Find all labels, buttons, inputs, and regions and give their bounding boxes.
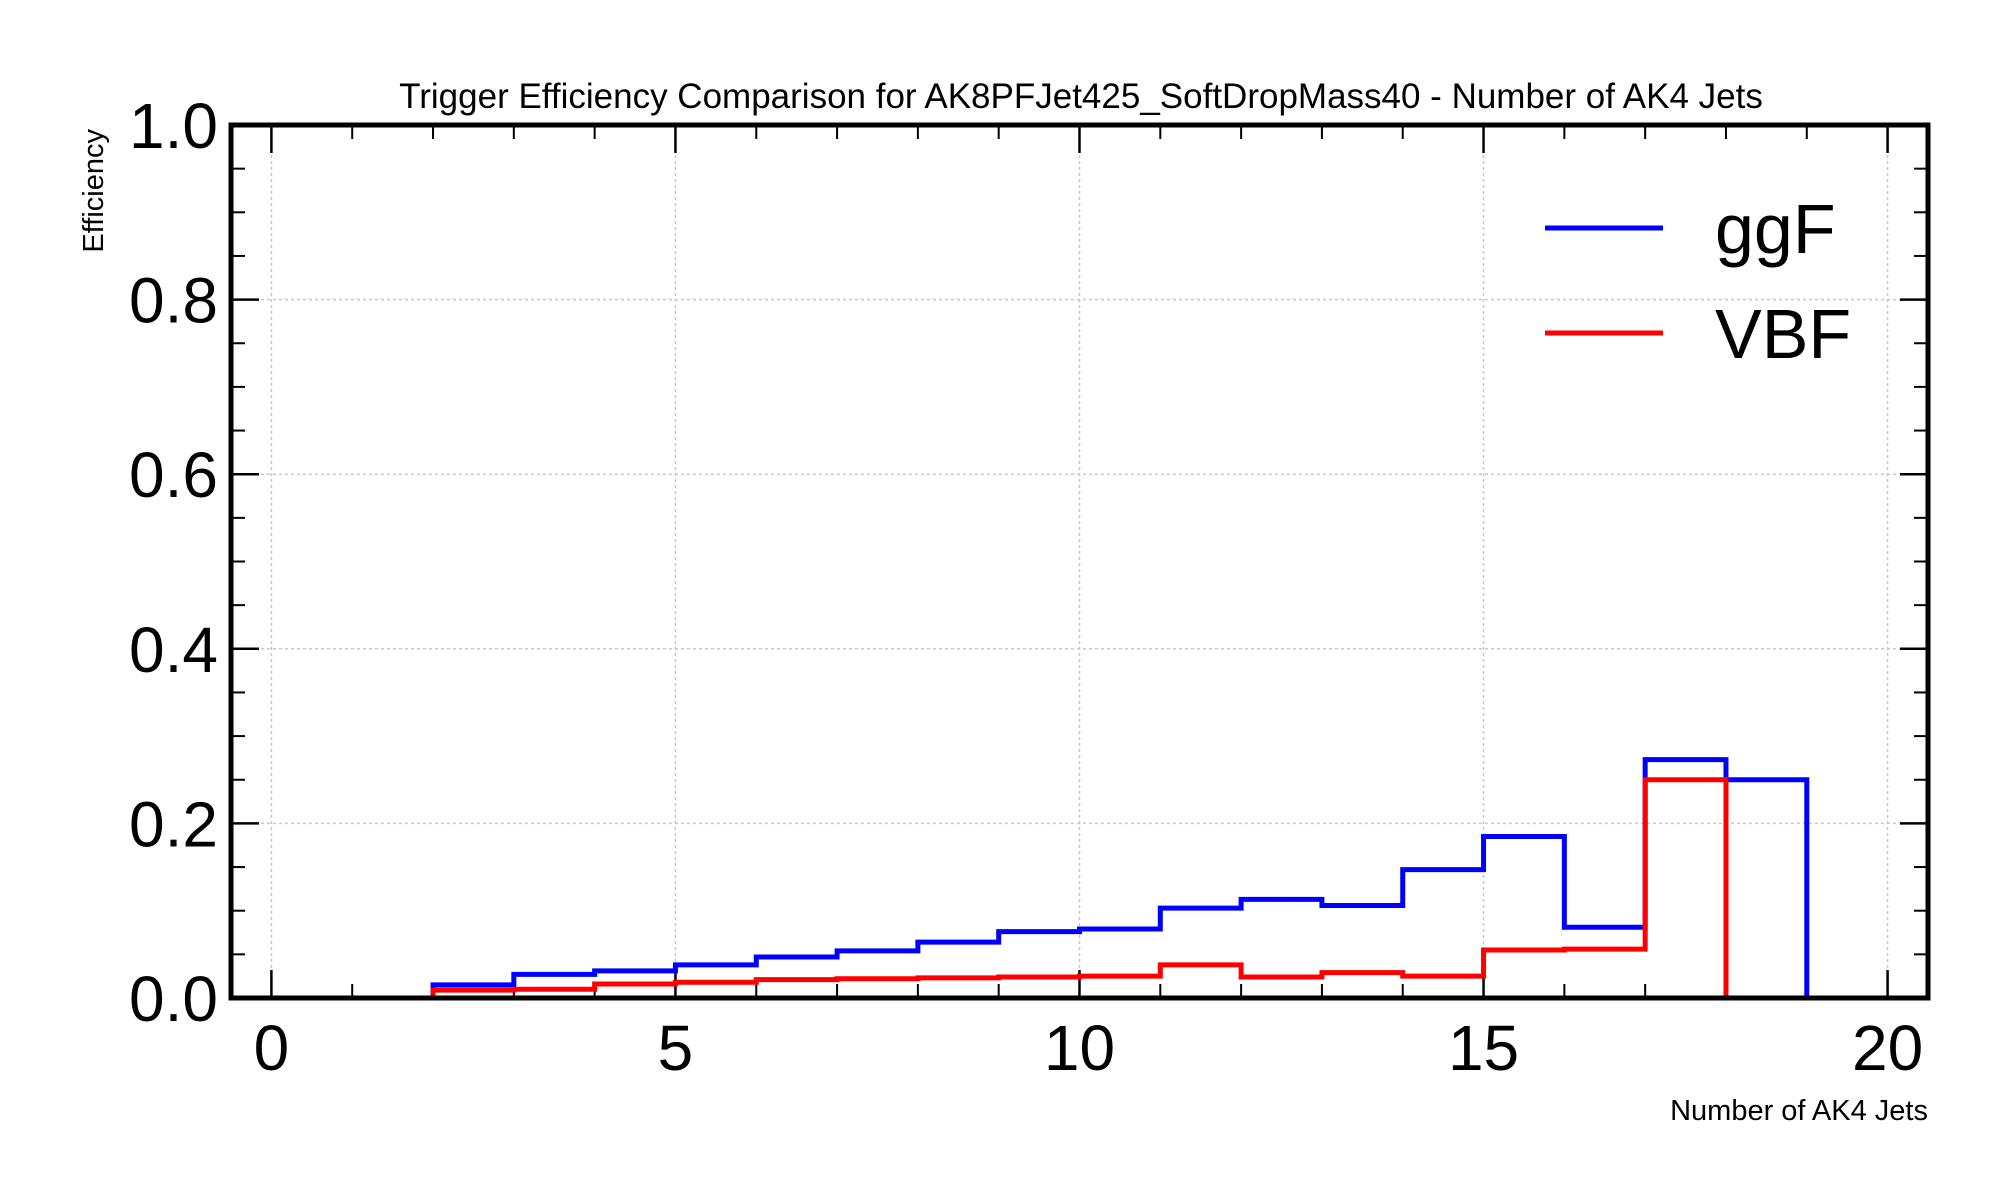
y-tick-label: 0.6 [129, 439, 218, 511]
series-vbf-line [271, 777, 1888, 1001]
x-tick-label: 10 [1044, 1012, 1115, 1084]
legend: ggF VBF [1545, 190, 1851, 373]
x-tick-label: 0 [254, 1012, 290, 1084]
x-tick-label: 5 [658, 1012, 694, 1084]
y-axis-label: Efficiency [78, 129, 110, 253]
y-tick-label: 0.8 [129, 265, 218, 337]
x-axis-label: Number of AK4 Jets [1670, 1095, 1928, 1127]
chart-title: Trigger Efficiency Comparison for AK8PFJ… [399, 77, 1763, 116]
axis-ticks [231, 123, 1928, 1000]
legend-label-ggf: ggF [1715, 190, 1836, 268]
series-ggf-line [271, 757, 1888, 1001]
legend-label-vbf: VBF [1715, 295, 1851, 373]
y-tick-label: 0.4 [129, 614, 218, 686]
y-tick-label: 0.0 [129, 963, 218, 1035]
x-tick-label: 20 [1852, 1012, 1923, 1084]
y-tick-label: 0.2 [129, 788, 218, 860]
series-lines [271, 757, 1888, 1001]
x-tick-label: 15 [1448, 1012, 1519, 1084]
y-tick-label: 1.0 [129, 90, 218, 162]
tick-labels: 0 5 10 15 20 0.0 0.2 0.4 0.6 0.8 1.0 [129, 90, 1923, 1084]
plot-frame [228, 122, 1931, 1001]
grid [231, 124, 1928, 999]
